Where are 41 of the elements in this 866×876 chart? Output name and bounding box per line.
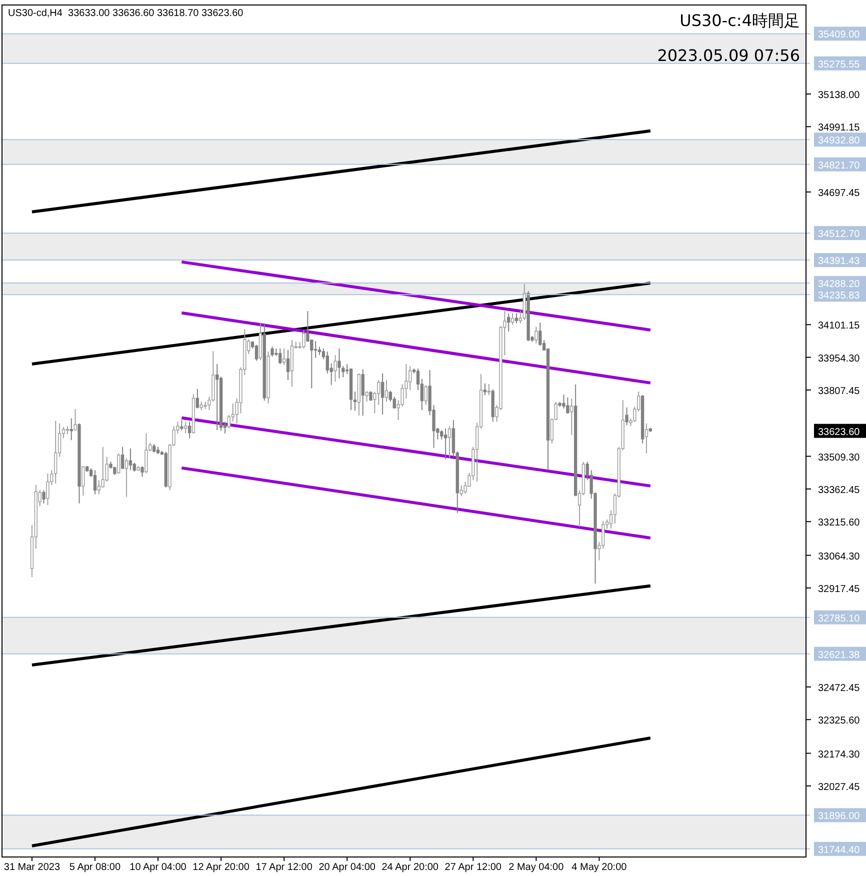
ref-label: 35275.55 bbox=[818, 59, 860, 70]
ytick-label: 32174.30 bbox=[818, 749, 860, 760]
subtitle: 2023.05.09 07:56 bbox=[657, 46, 800, 65]
xtick-label: 4 May 20:00 bbox=[572, 862, 627, 873]
xtick-label: 27 Apr 12:00 bbox=[444, 862, 502, 873]
ytick-label: 33362.45 bbox=[818, 484, 860, 496]
ytick-label: 33807.45 bbox=[818, 386, 860, 397]
ref-label: 31744.40 bbox=[818, 844, 860, 856]
ytick-label: 33954.30 bbox=[818, 353, 860, 364]
xtick-label: 17 Apr 12:00 bbox=[256, 862, 312, 873]
ref-label: 34821.70 bbox=[818, 160, 860, 172]
ytick-label: 34991.15 bbox=[818, 122, 860, 134]
xtick-label: 2 May 04:00 bbox=[508, 862, 564, 873]
ytick-label: 32027.45 bbox=[818, 782, 860, 793]
ytick-label: 32325.60 bbox=[818, 716, 860, 727]
ref-label: 34512.70 bbox=[818, 229, 860, 240]
ref-label: 34932.80 bbox=[818, 136, 860, 147]
ref-label: 31896.00 bbox=[818, 811, 860, 822]
ytick-label: 33215.60 bbox=[818, 518, 860, 529]
ytick-label: 32917.45 bbox=[818, 584, 860, 595]
ytick-label: 33509.30 bbox=[818, 452, 860, 464]
ref-label: 34391.43 bbox=[818, 256, 860, 268]
xtick-label: 24 Apr 20:00 bbox=[382, 862, 438, 873]
ref-label: 35409.00 bbox=[818, 30, 860, 41]
price-label: 33623.60 bbox=[818, 426, 860, 438]
xtick-label: 20 Apr 04:00 bbox=[318, 862, 376, 873]
xtick-label: 31 Mar 2023 bbox=[4, 862, 60, 873]
ytick-label: 32472.45 bbox=[818, 682, 860, 694]
ref-label: 34288.20 bbox=[818, 279, 860, 290]
xtick-label: 12 Apr 20:00 bbox=[192, 862, 250, 873]
ytick-label: 34101.15 bbox=[818, 320, 860, 332]
xtick-label: 10 Apr 04:00 bbox=[130, 862, 186, 873]
ytick-label: 34697.45 bbox=[818, 188, 860, 199]
header-note: US30-cd,H4 33633.00 33636.60 33618.70 33623.60 bbox=[8, 8, 244, 19]
ref-label: 32621.38 bbox=[818, 650, 860, 661]
xtick-label: 5 Apr 08:00 bbox=[69, 862, 121, 873]
title: US30-c:4時間足 bbox=[680, 11, 800, 30]
ytick-label: 35138.00 bbox=[818, 90, 860, 101]
ref-label: 34235.83 bbox=[818, 290, 860, 302]
ref-label: 32785.10 bbox=[818, 613, 860, 624]
ytick-label: 33064.30 bbox=[818, 551, 860, 562]
